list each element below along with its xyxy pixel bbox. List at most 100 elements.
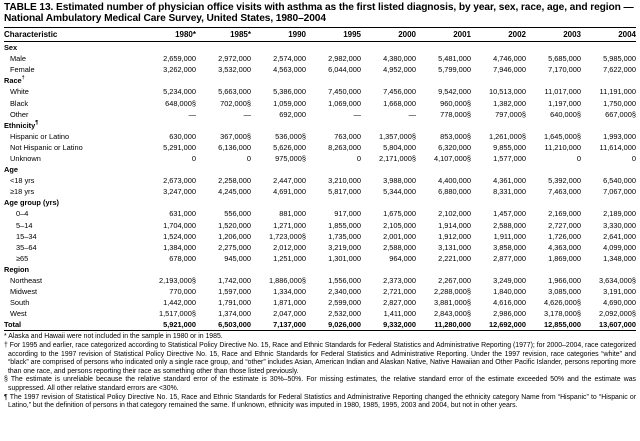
table-cell: 1,886,000§ — [269, 276, 306, 286]
table-cell: 1,750,000 — [603, 98, 636, 108]
column-header: 1985* — [196, 27, 251, 42]
table-cell: 881,000 — [279, 209, 306, 219]
row-label: South — [10, 298, 30, 308]
table-cell: 2,982,000 — [328, 54, 361, 64]
table-cell: 2,092,000§ — [599, 309, 636, 319]
table-cell: 11,017,000 — [544, 87, 581, 97]
section-row: Region — [4, 264, 636, 275]
table-row: 5–14 1,704,000 1,520,000 1,271,000 1,855,000… — [4, 220, 636, 231]
row-label: Unknown — [10, 153, 41, 163]
row-label-cell: Total — [4, 319, 141, 332]
row-label-cell: Midwest — [4, 286, 141, 297]
row-label-cell: Ethnicity¶ — [4, 120, 636, 131]
table-cell: 6,503,000 — [196, 319, 251, 332]
table-cell: 5,985,000 — [603, 54, 636, 64]
total-row: Total 5,921,000 6,503,000 7,137,000 9,026,00… — [4, 319, 636, 332]
table-cell: 1,411,000 — [383, 309, 416, 319]
table-cell: 2,673,000 — [163, 176, 196, 186]
row-label-cell: Hispanic or Latino — [4, 131, 141, 142]
section-row: Race† — [4, 75, 636, 86]
table-cell: 770,000 — [169, 287, 196, 297]
table-row: <18 yrs 2,673,000 2,258,000 2,447,000 3,210,… — [4, 175, 636, 186]
section-row: Age — [4, 164, 636, 175]
document: TABLE 13. Estimated number of physician … — [4, 2, 636, 409]
table-cell: 4,245,000 — [218, 187, 251, 197]
table-row: 0–4 631,000 556,000 881,000 917,000 1,675,000… — [4, 208, 636, 219]
table-cell: 2,373,000 — [383, 276, 416, 286]
table-cell: 630,000 — [169, 131, 196, 141]
table-cell: 367,000§ — [220, 131, 251, 141]
table-cell: 3,881,000§ — [434, 298, 471, 308]
table-row: White 5,234,000 5,663,000 5,386,000 7,450,00… — [4, 86, 636, 97]
table-row: 35–64 1,384,000 2,275,000 2,012,000 3,219,00… — [4, 242, 636, 253]
row-label-cell: <18 yrs — [4, 175, 141, 186]
table-cell: 9,332,000 — [361, 319, 416, 332]
table-cell: 3,330,000 — [603, 220, 636, 230]
table-cell: 1,334,000 — [273, 287, 306, 297]
table-cell: 2,599,000 — [328, 298, 361, 308]
table-cell: 7,067,000 — [603, 187, 636, 197]
table-cell: 3,247,000 — [163, 187, 196, 197]
table-cell: 3,532,000 — [218, 65, 251, 75]
table-cell: 7,450,000 — [328, 87, 361, 97]
table-cell: 4,099,000 — [603, 242, 636, 252]
table-cell: 4,746,000 — [493, 54, 526, 64]
row-label: ≥65 — [16, 253, 29, 263]
row-label: Total — [4, 320, 22, 330]
table-cell: 1,384,000 — [163, 242, 196, 252]
row-label-cell: ≥18 yrs — [4, 186, 141, 197]
table-cell: 2,047,000 — [273, 309, 306, 319]
row-label-cell: ≥65 — [4, 253, 141, 264]
table-cell: 11,280,000 — [416, 319, 471, 332]
table-row: Not Hispanic or Latino 5,291,000 6,136,000… — [4, 142, 636, 153]
table-cell: 7,170,000 — [548, 65, 581, 75]
row-label: Other — [10, 109, 29, 119]
table-cell: — — [408, 109, 416, 119]
section-row: Sex — [4, 42, 636, 54]
row-label: Midwest — [10, 287, 38, 297]
table-cell: 11,210,000 — [544, 142, 581, 152]
row-label-cell: Race† — [4, 75, 636, 86]
table-cell: 1,374,000 — [218, 309, 251, 319]
row-label: Hispanic or Latino — [10, 131, 70, 141]
table-cell: 1,357,000§ — [379, 131, 416, 141]
table-cell: 10,513,000 — [489, 87, 526, 97]
table-cell: 4,400,000 — [438, 176, 471, 186]
table-cell: 1,869,000 — [548, 253, 581, 263]
table-row: Other — — 692,000 — — 778,000§ 797,000§ 640,000§… — [4, 109, 636, 120]
footnote: * Alaska and Hawaii were not included in… — [4, 333, 223, 341]
row-label-cell: White — [4, 86, 141, 97]
row-label-cell: Age — [4, 164, 636, 175]
column-header: 2004 — [581, 27, 636, 42]
table-cell: 8,263,000 — [328, 142, 361, 152]
row-label-cell: 15–34 — [4, 231, 141, 242]
row-label-cell: 35–64 — [4, 242, 141, 253]
table-row: ≥18 yrs 3,247,000 4,245,000 4,691,000 5,817,… — [4, 186, 636, 197]
table-cell: 2,727,000 — [548, 220, 581, 230]
table-cell: 5,392,000 — [548, 176, 581, 186]
row-label: West — [10, 309, 27, 319]
table-cell: 536,000§ — [275, 131, 306, 141]
table-cell: 702,000§ — [220, 98, 251, 108]
section-row: Age group (yrs) — [4, 197, 636, 208]
table-cell: 667,000§ — [605, 109, 636, 119]
row-label: White — [10, 87, 29, 97]
table-cell: 2,105,000 — [383, 220, 416, 230]
table-cell: 11,614,000 — [599, 142, 636, 152]
table-cell: 7,456,000 — [383, 87, 416, 97]
table-cell: 1,840,000 — [493, 287, 526, 297]
table-cell: 5,344,000 — [383, 187, 416, 197]
table-cell: 2,827,000 — [383, 298, 416, 308]
table-cell: 2,588,000 — [383, 242, 416, 252]
table-cell: 917,000 — [334, 209, 361, 219]
table-cell: 3,178,000§ — [544, 309, 581, 319]
row-label-cell: Age group (yrs) — [4, 197, 636, 208]
table-row: South 1,442,000 1,791,000 1,871,000 2,599,00… — [4, 297, 636, 308]
table-cell: 5,386,000 — [273, 87, 306, 97]
row-label: Age — [4, 165, 18, 175]
table-cell: 4,952,000 — [383, 65, 416, 75]
table-row: ≥65 678,000 945,000 1,251,000 1,301,000 964,0… — [4, 253, 636, 264]
table-cell: 3,191,000 — [603, 287, 636, 297]
table-cell: 1,457,000 — [493, 209, 526, 219]
table-cell: 9,026,000 — [306, 319, 361, 332]
